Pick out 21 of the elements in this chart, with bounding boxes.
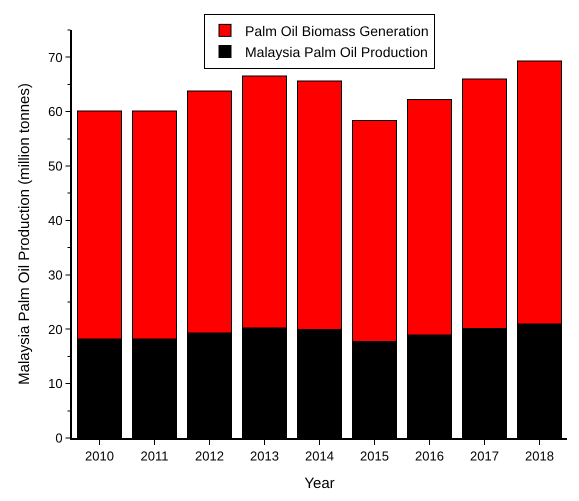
y-tick-label: 0 [55, 430, 63, 446]
y-tick-label: 50 [48, 158, 63, 174]
legend-label: Malaysia Palm Oil Production [245, 44, 428, 60]
x-tick-label: 2015 [360, 448, 389, 464]
x-tick-label: 2013 [250, 448, 279, 464]
y-tick-label: 70 [48, 50, 63, 65]
x-axis-title: Year [304, 474, 335, 492]
x-tick-label: 2016 [415, 448, 444, 464]
x-tick-label: 2014 [305, 448, 334, 464]
x-tick-label: 2012 [195, 448, 224, 464]
x-tick-label: 2018 [525, 448, 554, 464]
y-tick-label: 40 [48, 212, 63, 228]
y-tick-label: 20 [48, 322, 63, 337]
legend-label: Palm Oil Biomass Generation [245, 22, 429, 39]
y-tick-label: 60 [48, 104, 63, 120]
y-tick-label: 30 [48, 267, 63, 282]
x-tick-label: 2010 [85, 448, 114, 464]
y-axis-title: Malaysia Palm Oil Production (million tonnes) [16, 83, 33, 385]
x-tick-label: 2011 [140, 448, 168, 464]
y-tick-label: 10 [48, 376, 63, 392]
x-tick-label: 2017 [470, 448, 499, 464]
